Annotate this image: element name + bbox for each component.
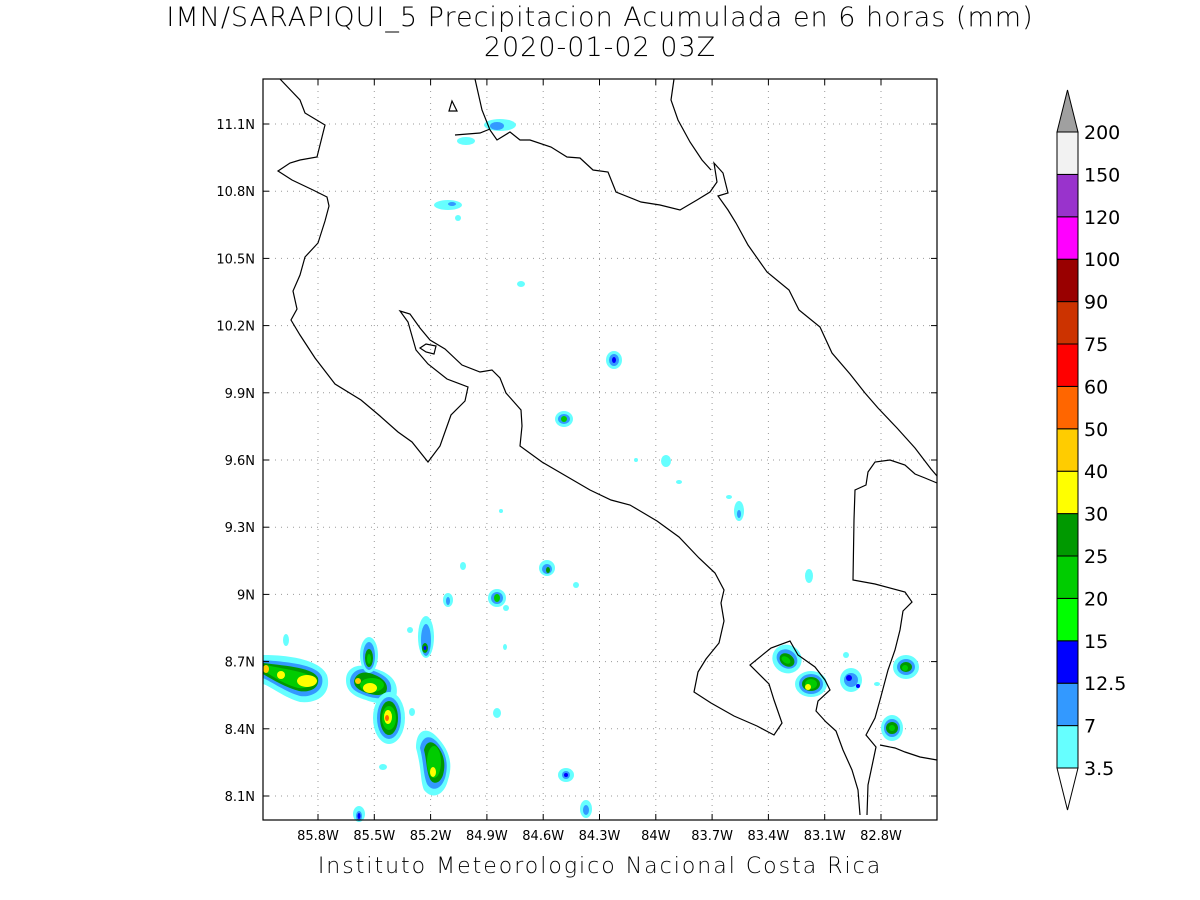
legend-swatch [1056,513,1079,557]
lat-tick-label: 10.2N [216,320,255,335]
legend-swatch [1056,258,1079,303]
lon-tick-label: 84W [641,829,671,844]
legend-swatch [1056,428,1079,472]
lat-tick-label: 9.3N [225,521,255,536]
lon-tick-label: 83.7W [691,829,733,844]
precip-cell-osa-west [373,692,405,770]
lat-tick-label: 8.7N [225,656,255,671]
lon-tick-label: 84.6W [522,829,564,844]
caribbean-coast [474,78,938,477]
legend-swatch [1056,682,1079,727]
credit-line: Instituto Meteorologico Nacional Costa R… [317,854,883,879]
legend-swatch [1056,216,1079,260]
precip-cell-central [499,351,744,521]
precip-cell-southeast [772,569,919,741]
precip-cell-southwest-band [263,634,329,703]
legend-level-label: 30 [1084,504,1108,526]
precip-cell-north-coast [457,119,516,145]
lon-tick-label: 83.1W [804,829,846,844]
nicaragua-coast-north [276,78,861,816]
precip-cell-far-south [353,768,592,822]
legend-level-label: 40 [1084,461,1108,483]
lat-tick-label: 10.5N [216,252,255,267]
legend-level-label: 20 [1084,588,1108,610]
legend-swatch [1056,131,1079,175]
lat-tick-label: 10.8N [216,185,255,200]
legend-level-label: 3.5 [1084,758,1114,780]
lon-tick-label: 84.3W [579,829,621,844]
lat-tick-label: 9.6N [225,454,255,469]
legend-level-label: 100 [1084,249,1120,271]
lake-nicaragua-shore [670,78,712,171]
lon-tick-label: 85.8W [297,829,339,844]
island-north [448,99,458,112]
legend-level-label: 150 [1084,164,1120,186]
lon-tick-label: 82.8W [860,829,902,844]
legend-swatch [1056,597,1079,642]
precip-cell-pacific-mid [443,560,579,718]
legend-level-label: 90 [1084,292,1108,314]
map-grid [263,79,937,820]
legend-level-label: 75 [1084,334,1108,356]
legend-level-label: 12.5 [1084,673,1126,695]
island-coast-ne [454,128,491,136]
longitude-axis: 85.8W 85.5W 85.2W 84.9W 84.6W 84.3W 84W 83.7W 83… [297,79,902,844]
legend-level-label: 50 [1084,419,1108,441]
legend-level-label: 60 [1084,376,1108,398]
coastlines [276,78,938,816]
lat-tick-label: 11.1N [216,118,255,133]
map-subtitle-datetime: 2020-01-02 03Z [483,32,717,63]
lon-tick-label: 85.5W [353,829,395,844]
legend-swatch [1056,725,1079,769]
panama-coast-south [879,744,938,761]
lat-tick-label: 9.9N [225,387,255,402]
legend-swatch [1056,173,1079,218]
legend-arrow-top [1056,89,1079,133]
lat-tick-label: 8.4N [225,723,255,738]
lon-tick-label: 85.2W [410,829,452,844]
precip-cell-north [434,200,525,287]
legend-swatch [1056,470,1079,515]
legend-level-label: 7 [1084,716,1096,738]
legend-level-label: 200 [1084,122,1120,144]
legend-level-label: 25 [1084,546,1108,568]
legend-swatch [1056,343,1079,387]
map-background [263,79,937,820]
lat-tick-label: 8.1N [225,790,255,805]
island-gulf [418,343,437,355]
map-title: IMN/SARAPIQUI_5 Precipitacion Acumulada … [166,2,1034,33]
legend-swatch [1056,301,1079,345]
legend-level-label: 15 [1084,631,1108,653]
legend-arrow-bottom [1056,767,1079,811]
color-legend: 3.5 7 12.5 15 20 25 30 40 50 60 75 90 100 120 150 200 [1056,89,1126,811]
legend-swatch [1056,555,1079,599]
precipitation-areas [263,119,919,822]
legend-level-label: 120 [1084,207,1120,229]
lon-tick-label: 84.9W [466,829,508,844]
lat-tick-label: 9N [237,588,255,603]
lon-tick-label: 83.4W [747,829,789,844]
precip-cell-south-coast [407,616,451,796]
legend-swatch [1056,640,1079,684]
legend-swatch [1056,385,1079,430]
latitude-axis: 11.1N 10.8N 10.5N 10.2N 9.9N 9.6N 9.3N 9N 8.7N 8.… [216,118,937,805]
panama-border [852,459,938,816]
